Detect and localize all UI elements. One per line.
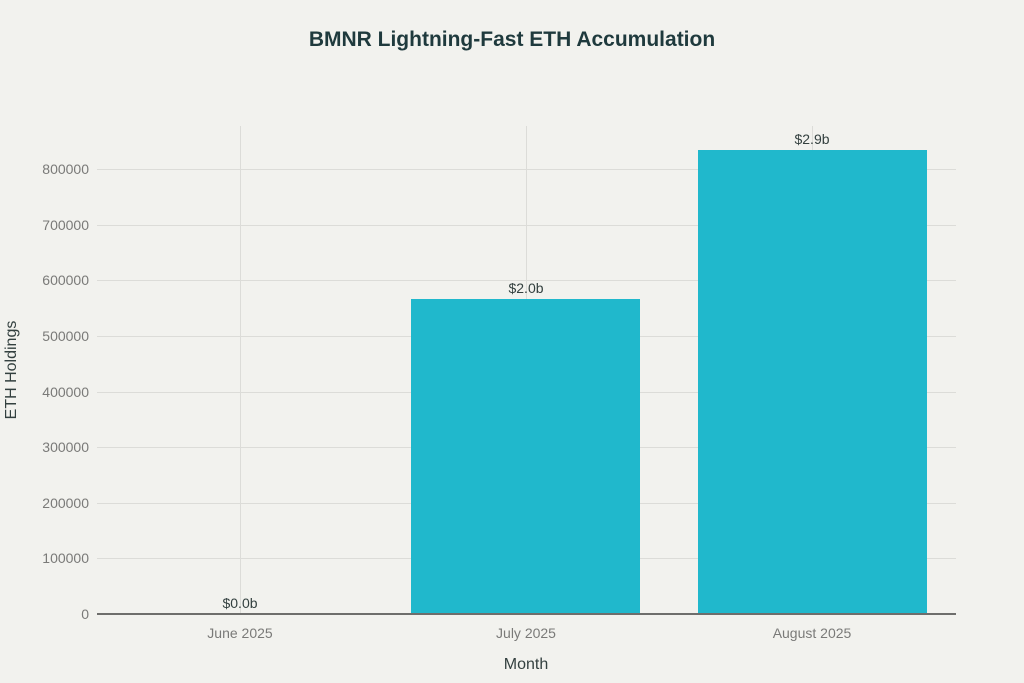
bar-july-2025[interactable] (411, 299, 640, 614)
y-tick-label: 800000 (42, 161, 89, 177)
y-tick-label: 100000 (42, 550, 89, 566)
x-tick-label-june: June 2025 (207, 625, 273, 641)
bar-label-july-2025: $2.0b (508, 280, 544, 296)
y-tick-label: 500000 (42, 328, 89, 344)
gridline-x-june (240, 126, 241, 614)
y-tick-label: 600000 (42, 272, 89, 288)
y-tick-label: 300000 (42, 439, 89, 455)
x-axis-title: Month (503, 656, 549, 673)
y-tick-label: 400000 (42, 384, 89, 400)
y-tick-label: 200000 (42, 495, 89, 511)
bar-label-august-2025: $2.9b (794, 131, 830, 147)
y-axis-title: ETH Holdings (3, 320, 20, 420)
bar-august-2025[interactable] (698, 150, 927, 614)
x-tick-label-july: July 2025 (496, 625, 556, 641)
bar-label-june-2025: $0.0b (222, 595, 258, 611)
y-tick-label: 700000 (42, 217, 89, 233)
x-axis-line (97, 613, 956, 615)
chart-title: BMNR Lightning-Fast ETH Accumulation (308, 28, 716, 51)
x-tick-label-august: August 2025 (772, 625, 852, 641)
y-tick-label: 0 (81, 606, 89, 622)
